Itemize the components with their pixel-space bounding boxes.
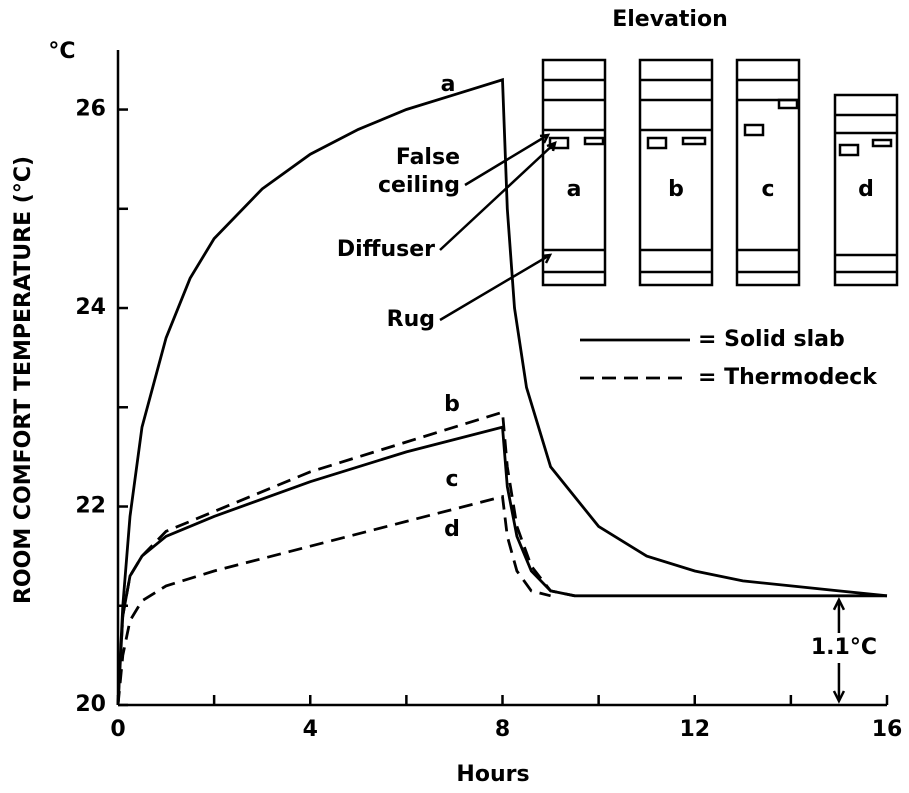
series-label: a bbox=[441, 72, 456, 97]
y-tick-label: 24 bbox=[75, 295, 106, 320]
annotation: ceiling bbox=[378, 173, 460, 198]
x-tick-label: 8 bbox=[495, 717, 510, 742]
arrow-head bbox=[832, 597, 846, 611]
series-line bbox=[116, 77, 888, 706]
legend-label: = Solid slab bbox=[698, 327, 845, 352]
elevation-title: Elevation bbox=[612, 7, 728, 32]
x-tick-label: 4 bbox=[303, 717, 318, 742]
series-line bbox=[116, 425, 887, 706]
elevation-diagrams bbox=[541, 58, 899, 287]
series-label: b bbox=[444, 392, 460, 417]
panel-label: a bbox=[567, 177, 582, 202]
x-axis-label: Hours bbox=[456, 762, 529, 787]
panel-label: c bbox=[761, 177, 774, 202]
x-tick-label: 12 bbox=[679, 717, 710, 742]
y-tick-label: 20 bbox=[75, 692, 106, 717]
annotation-bg bbox=[808, 633, 869, 663]
arrow-head bbox=[832, 690, 846, 704]
x-tick-label: 16 bbox=[872, 717, 903, 742]
pointer-arrows bbox=[439, 133, 557, 322]
y-tick-label: 26 bbox=[75, 97, 106, 122]
annotation: Rug bbox=[387, 307, 435, 332]
panel-label: d bbox=[858, 177, 874, 202]
annotation: 1.1°C bbox=[811, 635, 877, 660]
y-unit: °C bbox=[48, 39, 75, 64]
series-label: c bbox=[445, 467, 458, 492]
y-axis-label: ROOM COMFORT TEMPERATURE (°C) bbox=[11, 156, 36, 604]
annotation: Diffuser bbox=[337, 237, 435, 262]
panel-label: b bbox=[668, 177, 684, 202]
legend-label: = Thermodeck bbox=[698, 365, 878, 390]
annotation: False bbox=[396, 145, 460, 170]
series-line bbox=[116, 494, 551, 706]
x-tick-label: 0 bbox=[110, 717, 125, 742]
y-tick-label: 22 bbox=[75, 494, 106, 519]
series-label: d bbox=[444, 517, 460, 542]
